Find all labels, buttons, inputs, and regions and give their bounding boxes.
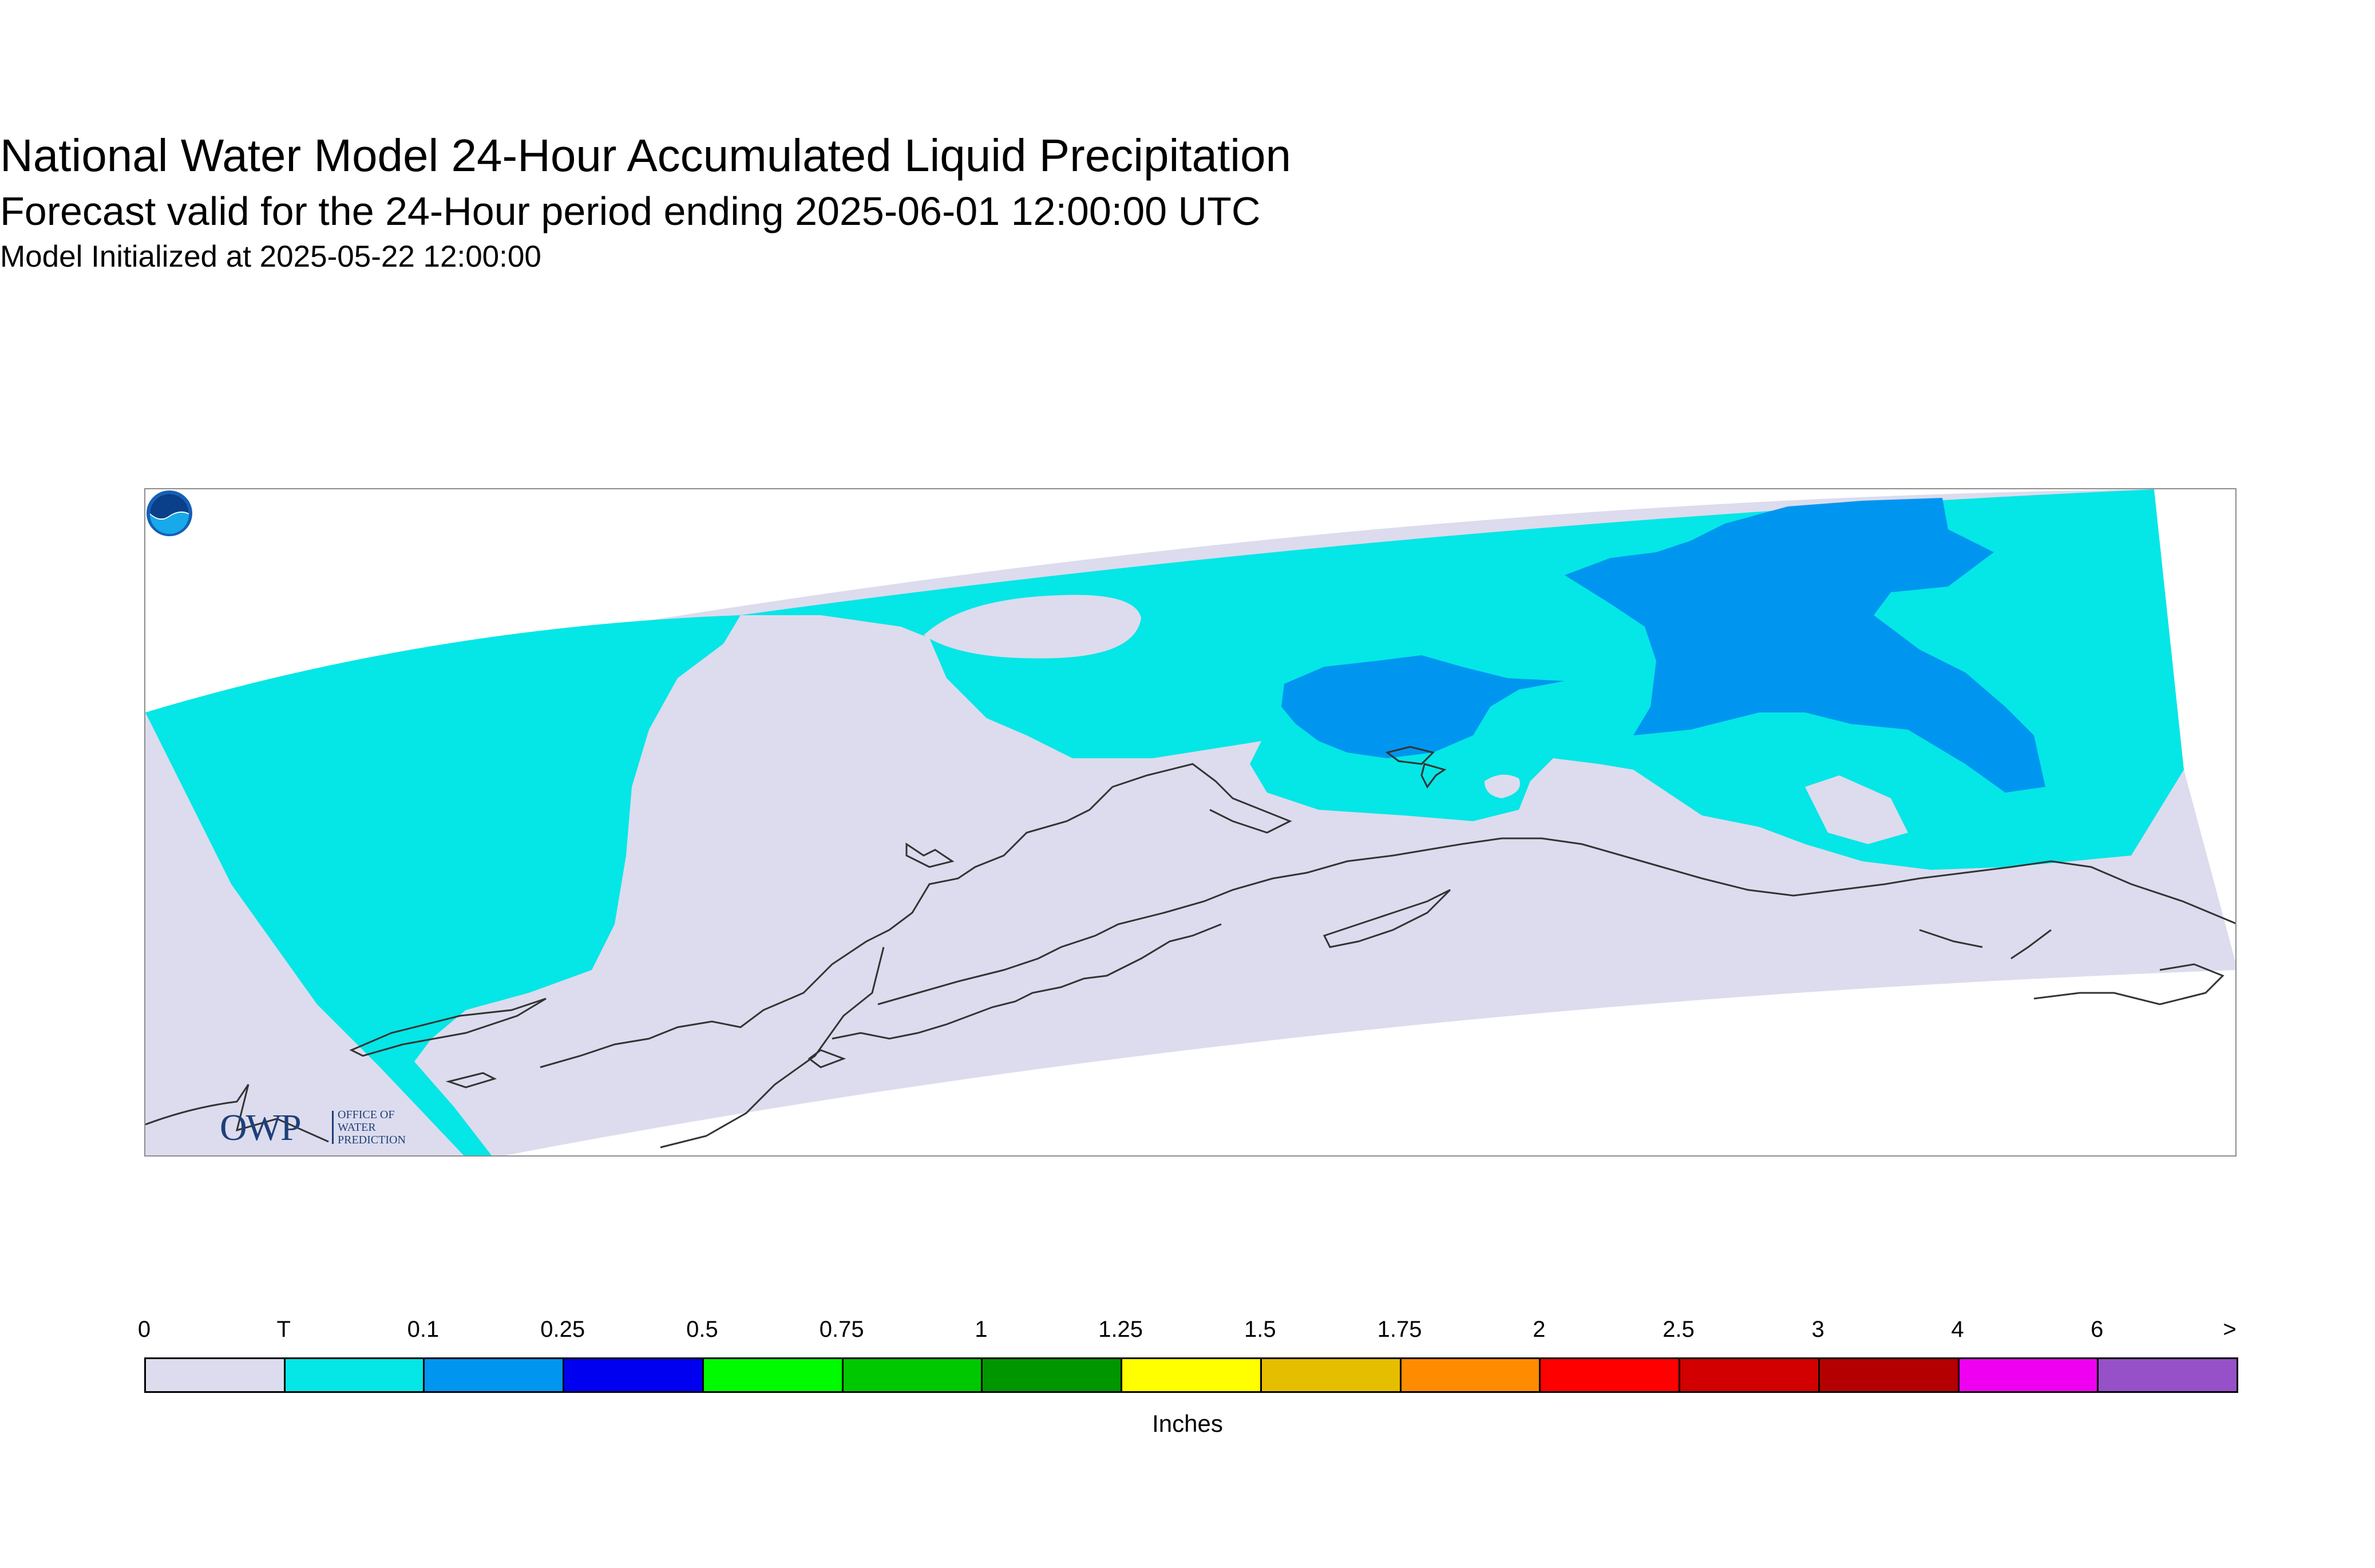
- legend-tick-label: 1.75: [1377, 1317, 1422, 1342]
- precipitation-colorbar: [144, 1357, 2238, 1393]
- map-canvas: [145, 489, 2235, 1155]
- legend-tick-label: 1: [975, 1317, 988, 1342]
- model-initialized-text: Model Initialized at 2025-05-22 12:00:00: [0, 240, 541, 274]
- legend-tick-label: 2: [1533, 1317, 1546, 1342]
- map-title: National Water Model 24-Hour Accumulated…: [0, 130, 1291, 181]
- precipitation-map: OWP OFFICE OF WATER PREDICTION NOAA: [144, 488, 2237, 1157]
- legend-tick-label: 0: [137, 1317, 151, 1342]
- colorbar-cell: [563, 1357, 704, 1393]
- colorbar-cell: [841, 1357, 983, 1393]
- colorbar-cell: [1539, 1357, 1681, 1393]
- legend-tick-label: >: [2223, 1317, 2237, 1342]
- colorbar-cell: [702, 1357, 844, 1393]
- owp-logo-divider: [332, 1111, 334, 1144]
- colorbar-cell: [423, 1357, 565, 1393]
- forecast-valid-subtitle: Forecast valid for the 24-Hour period en…: [0, 189, 1261, 233]
- legend-tick-label: 4: [1951, 1317, 1964, 1342]
- coastlines: [145, 746, 2235, 1149]
- legend-tick-label: 0.25: [540, 1317, 585, 1342]
- legend-units: Inches: [1152, 1410, 1223, 1437]
- colorbar-cell: [1818, 1357, 1960, 1393]
- legend-tick-label: 2.5: [1662, 1317, 1695, 1342]
- legend-tick-label: 0.1: [407, 1317, 440, 1342]
- legend-tick-label: 3: [1811, 1317, 1824, 1342]
- dry-pocket-north: [924, 595, 1141, 659]
- legend-tick-label: 1.25: [1098, 1317, 1143, 1342]
- legend-tick-label: 6: [2091, 1317, 2104, 1342]
- noaa-logo-text: NOAA: [2132, 1110, 2156, 1119]
- colorbar-cell: [1260, 1357, 1402, 1393]
- colorbar-cell: [981, 1357, 1123, 1393]
- dry-pocket-east: [1805, 775, 1908, 844]
- region-light-precip-northeast: [1565, 498, 2045, 793]
- owp-line-2: WATER: [338, 1121, 376, 1134]
- owp-logo-subtext: OFFICE OF WATER PREDICTION: [338, 1108, 406, 1146]
- legend-tick-label: 0.5: [686, 1317, 718, 1342]
- region-light-precip-central: [1281, 655, 1565, 758]
- colorbar-cell: [144, 1357, 286, 1393]
- colorbar-cell: [2097, 1357, 2238, 1393]
- colorbar-cell: [1399, 1357, 1541, 1393]
- legend-tick-label: 1.5: [1244, 1317, 1276, 1342]
- owp-logo: OWP OFFICE OF WATER PREDICTION: [220, 1107, 414, 1149]
- colorbar-cell: [1679, 1357, 1820, 1393]
- colorbar-cell: [1121, 1357, 1262, 1393]
- noaa-logo-icon: [147, 490, 192, 536]
- colorbar-cell: [283, 1357, 425, 1393]
- owp-line-1: OFFICE OF: [338, 1108, 395, 1121]
- dry-pocket-small: [1485, 774, 1520, 798]
- colorbar-cell: [1957, 1357, 2099, 1393]
- owp-line-3: PREDICTION: [338, 1134, 406, 1146]
- legend-tick-label: T: [276, 1317, 291, 1342]
- legend-tick-label: 0.75: [819, 1317, 864, 1342]
- region-trace-precip-west: [145, 615, 741, 1155]
- owp-logo-mark: OWP: [220, 1107, 302, 1149]
- legend-tick-labels: 0 T 0.1 0.25 0.5 0.75 1 1.25 1.5 1.75 2 2.5 3 4 6 >: [0, 1315, 2375, 1349]
